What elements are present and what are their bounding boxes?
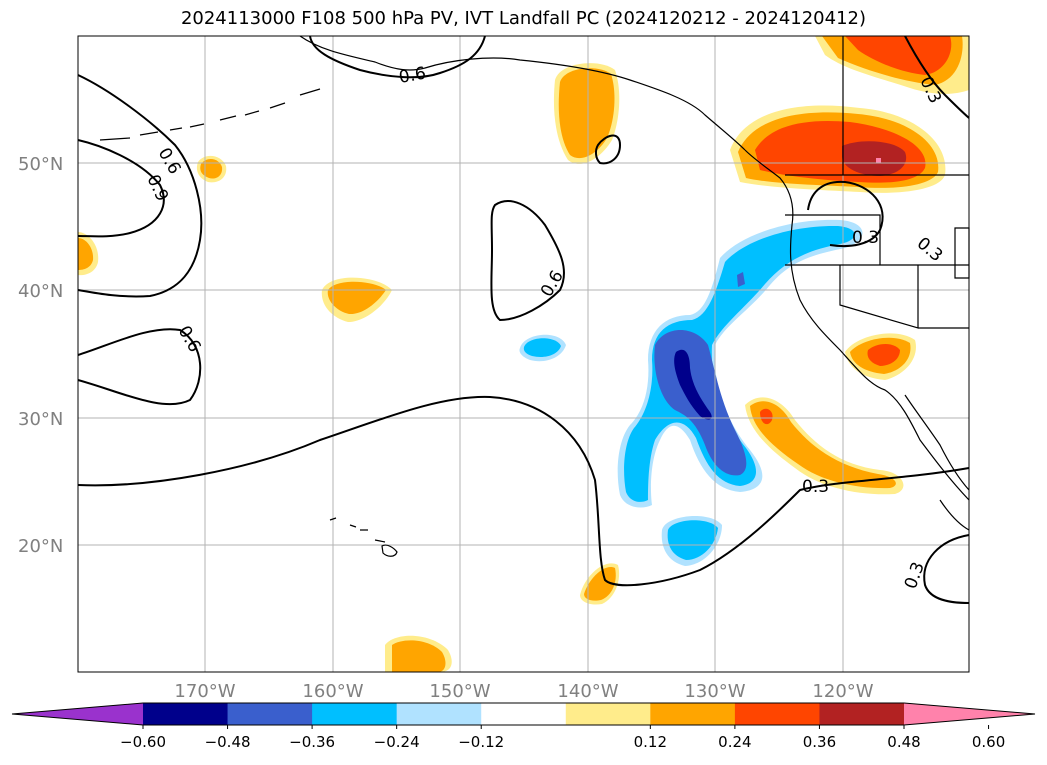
map-panel: 0.6 0.9 0.6 0.6 0.6 0.3 0.3 0.3 0.3 0.3	[77, 35, 970, 673]
positive-anomaly-w1-mid	[200, 158, 223, 179]
aleutian-islands	[99, 88, 321, 141]
coastlines	[99, 35, 970, 557]
contour-subtropical	[77, 395, 970, 587]
contour-west-inner	[77, 139, 165, 238]
colorbar-segment	[650, 703, 736, 725]
negative-anomaly-small1	[737, 272, 745, 287]
positive-anomaly-s2-mid	[392, 640, 446, 672]
contour-mid-pacific	[490, 200, 565, 322]
colorbar-segment	[227, 703, 313, 725]
colorbar-segment	[819, 703, 905, 725]
negative-anomaly-plume-top	[674, 349, 712, 420]
map-frame	[77, 35, 970, 673]
contour-label: 0.3	[852, 228, 879, 248]
colorbar-segment	[481, 703, 567, 725]
colorbar-segment	[734, 703, 820, 725]
colorbar-segment	[396, 703, 482, 725]
graticule	[78, 36, 969, 672]
colorbar-tick-label: −0.12	[458, 733, 504, 751]
contour-north	[309, 35, 486, 79]
colorbar-tick-label: 0.60	[972, 733, 1005, 751]
colorbar-tick-label: −0.60	[120, 733, 166, 751]
state-borders	[785, 36, 970, 329]
colorbar-tick-label: −0.36	[289, 733, 335, 751]
lon-label-140w: 140°W	[557, 681, 618, 702]
contour-west-lower	[77, 328, 202, 406]
contour-pnw	[807, 180, 884, 248]
lon-label-150w: 150°W	[429, 681, 490, 702]
lat-axis: 50°N 40°N 30°N 20°N	[18, 154, 63, 557]
positive-anomaly-ne-high	[845, 36, 952, 75]
lon-label-160w: 160°W	[302, 681, 363, 702]
us-west-coast	[789, 224, 970, 501]
baja-coast	[904, 394, 970, 491]
contour-label: 0.6	[397, 64, 427, 88]
colorbar-tick-label: −0.24	[374, 733, 420, 751]
lat-label-30n: 30°N	[18, 409, 63, 430]
positive-anomaly-subtrop-high	[760, 408, 773, 425]
colorbar-segment	[143, 703, 229, 725]
lat-label-40n: 40°N	[18, 281, 63, 302]
negative-anomaly-n2-mid	[667, 520, 718, 560]
shaded-field	[78, 36, 969, 672]
lon-label-120w: 120°W	[812, 681, 873, 702]
positive-anomaly-goa-mid	[558, 68, 615, 159]
pv-contours	[77, 35, 970, 604]
hawaii-islands	[329, 517, 398, 557]
positive-anomaly-bc-top	[842, 141, 907, 176]
positive-anomaly-w2-mid	[78, 238, 94, 270]
contour-label: 0.3	[802, 477, 829, 497]
colorbar-tick-label: 0.24	[718, 733, 751, 751]
colorbar: −0.60 −0.48 −0.36 −0.24 −0.12 0.12 0.24 0.36 0.4…	[11, 702, 1036, 751]
lat-label-20n: 20°N	[18, 536, 63, 557]
negative-anomaly-n1-mid	[523, 338, 561, 357]
colorbar-extend-min	[12, 703, 143, 725]
lon-axis: 170°W 160°W 150°W 140°W 130°W 120°W	[174, 681, 873, 702]
positive-anomaly-bc-peak	[876, 158, 881, 163]
positive-anomaly-ca-high	[867, 343, 900, 366]
lon-label-170w: 170°W	[174, 681, 235, 702]
colorbar-tick-label: 0.48	[887, 733, 920, 751]
mexico-coast	[939, 499, 970, 531]
colorbar-tick-label: −0.48	[205, 733, 251, 751]
bc-coast	[744, 149, 794, 226]
colorbar-tick-label: 0.12	[634, 733, 667, 751]
lon-label-130w: 130°W	[684, 681, 745, 702]
contour-ne	[904, 35, 970, 119]
positive-anomaly-s1-mid	[584, 567, 616, 601]
contour-southeast	[923, 534, 970, 604]
contour-goa	[594, 134, 622, 165]
lat-label-50n: 50°N	[18, 154, 63, 175]
colorbar-segment	[312, 703, 398, 725]
map-title: 2024113000 F108 500 hPa PV, IVT Landfall…	[180, 8, 867, 29]
colorbar-extend-max	[904, 703, 1035, 725]
positive-anomaly-subtrop-mid	[750, 401, 896, 489]
contour-west-upper	[77, 74, 203, 298]
colorbar-tick-label: 0.36	[803, 733, 836, 751]
colorbar-segment	[565, 703, 651, 725]
alaska-coast	[299, 35, 746, 151]
